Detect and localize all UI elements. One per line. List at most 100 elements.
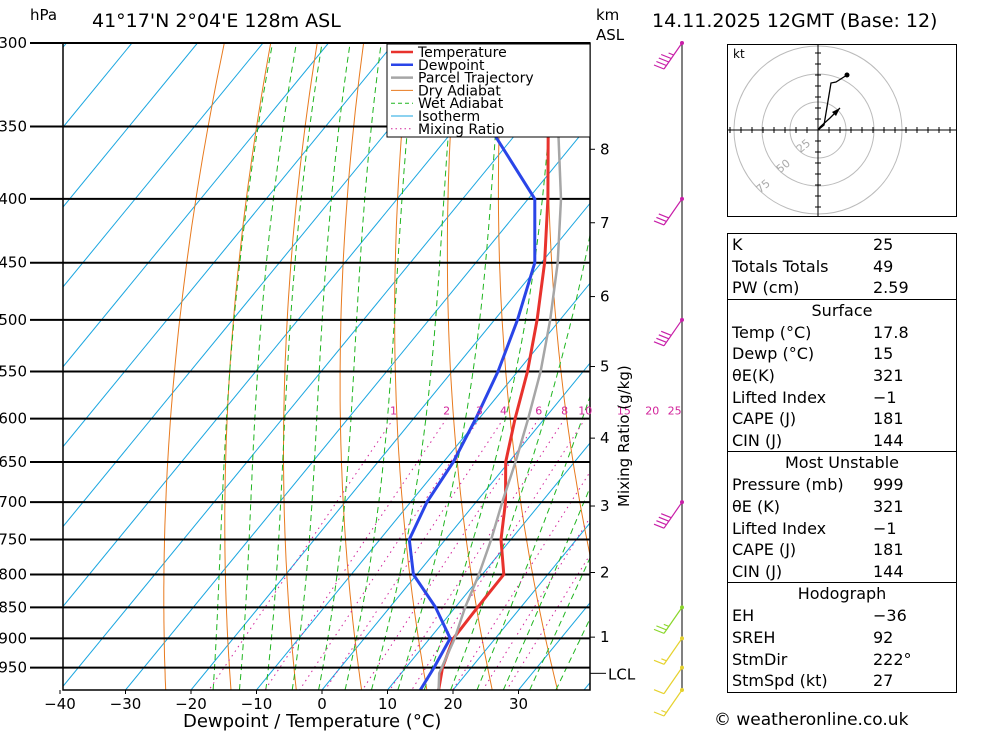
- dry-adiabat-line: [163, 43, 225, 690]
- wet-adiabat-line: [265, 43, 323, 690]
- mu-row-theta-e: θE (K) 321: [728, 496, 956, 518]
- wind-barb-staff: [663, 198, 683, 226]
- index-label: Temp (°C): [732, 322, 812, 342]
- surface-row-cape: CAPE (J) 181: [728, 408, 956, 430]
- wet-adiabat-line: [344, 43, 417, 690]
- mixing-ratio-line: [264, 418, 448, 690]
- indices-panel: K 25 Totals Totals 49 PW (cm) 2.59 Surface …: [727, 233, 957, 693]
- axis-labels: 3003504004505005506006507007508008509009…: [0, 34, 528, 713]
- height-tick-label: 4: [600, 429, 610, 447]
- wet-adiabat-line: [450, 232, 590, 690]
- surface-row-temp: Temp (°C) 17.8: [728, 322, 956, 344]
- index-value: 999: [873, 475, 904, 495]
- dry-adiabat-line: [967, 43, 1000, 690]
- index-value: 144: [873, 561, 904, 581]
- profile-lines: [407, 43, 563, 690]
- index-row-tt: Totals Totals 49: [728, 256, 956, 278]
- wet-adiabat-line: [529, 556, 590, 690]
- mixing-ratio-axis-title: Mixing Ratio (g/kg): [615, 365, 633, 507]
- legend-entry: Isotherm: [418, 109, 480, 125]
- wind-barb-flag: [660, 330, 672, 336]
- height-tick-label: 2: [600, 563, 610, 581]
- height-unit-asl: ASL: [596, 26, 625, 44]
- pressure-tick-label: 900: [0, 629, 27, 647]
- hodograph-unit: kt: [733, 47, 745, 61]
- wet-adiabat-line: [555, 617, 590, 690]
- wind-barb-flag: [658, 213, 670, 219]
- surface-section: Surface Temp (°C) 17.8 Dewp (°C) 15 θE(K) 3…: [728, 298, 956, 452]
- hodo-row-sreh: SREH 92: [728, 627, 956, 649]
- index-label: θE (K): [732, 496, 780, 516]
- wet-adiabat-line: [476, 395, 590, 690]
- wind-barb-half-flag: [668, 52, 674, 56]
- hodograph-table-section: Hodograph EH −36 SREH 92 StmDir 222° StmSpd…: [728, 582, 956, 691]
- pressure-tick-label: 850: [0, 598, 27, 616]
- index-value: 181: [873, 409, 904, 429]
- dry-adiabat-line: [394, 43, 428, 690]
- wind-barb-half-flag: [663, 623, 670, 627]
- index-value: 144: [873, 430, 904, 450]
- legend-entry: Mixing Ratio: [418, 122, 504, 138]
- most-unstable-section: Most Unstable Pressure (mb) 999 θE (K) 321…: [728, 451, 956, 582]
- mixing-ratio-label: 25: [668, 405, 682, 418]
- mixing-ratio-label: 15: [617, 405, 631, 418]
- index-label: PW (cm): [732, 278, 800, 298]
- pressure-unit: hPa: [30, 6, 57, 24]
- index-label: CIN (J): [732, 561, 783, 581]
- temperature-line: [437, 43, 553, 690]
- wind-barb-flag: [658, 516, 670, 522]
- wind-barb-flag: [658, 57, 670, 63]
- pressure-tick-label: 700: [0, 493, 27, 511]
- pressure-tick-label: 550: [0, 362, 27, 380]
- wet-adiabat-line: [212, 43, 274, 690]
- index-value: 2.59: [873, 278, 909, 298]
- index-label: StmDir: [732, 649, 788, 669]
- pressure-tick-label: 500: [0, 311, 27, 329]
- mixing-ratio-line: [452, 471, 590, 690]
- height-unit-km: km: [596, 6, 619, 24]
- hodo-row-stmdir: StmDir 222°: [728, 649, 956, 671]
- dry-adiabat-line: [497, 43, 558, 690]
- mixing-ratio-label: 2: [443, 405, 450, 418]
- x-tick-label: 10: [378, 695, 397, 713]
- pressure-tick-label: 750: [0, 531, 27, 549]
- height-axis: 8 7 6 5 4 3 2 1 LCL: [590, 140, 636, 683]
- dry-adiabat-line: [547, 43, 590, 558]
- hodograph-panel: 25 50 75 kt: [727, 41, 957, 263]
- copyright-link[interactable]: © weatheronline.co.uk: [714, 710, 909, 730]
- mixing-ratio-label: 4: [500, 405, 507, 418]
- index-value: −1: [873, 518, 897, 538]
- indices-section: K 25 Totals Totals 49 PW (cm) 2.59: [728, 234, 956, 299]
- wet-adiabat-line: [502, 486, 590, 690]
- mixing-ratio-line: [506, 553, 590, 690]
- pressure-tick-label: 950: [0, 659, 27, 677]
- index-row-pw: PW (cm) 2.59: [728, 277, 956, 299]
- dry-adiabat-line: [446, 43, 493, 690]
- wet-adiabat-line: [238, 43, 297, 690]
- hodo-row-eh: EH −36: [728, 605, 956, 627]
- index-value: 181: [873, 540, 904, 560]
- mu-row-cin: CIN (J) 144: [728, 561, 956, 583]
- height-tick-label: 6: [600, 288, 610, 306]
- wet-adiabat-line: [423, 43, 557, 690]
- index-label: Dewp (°C): [732, 344, 815, 364]
- index-value: 321: [873, 365, 904, 385]
- mixing-ratio-line: [389, 418, 566, 690]
- mu-row-li: Lifted Index −1: [728, 518, 956, 540]
- hodograph-ring-label: 50: [774, 157, 793, 176]
- index-value: −36: [873, 606, 907, 626]
- index-value: 17.8: [873, 322, 909, 342]
- most-unstable-title: Most Unstable: [785, 453, 899, 473]
- wind-barb-flag: [656, 60, 667, 67]
- hodograph-table-title: Hodograph: [797, 584, 887, 604]
- wind-barb-flag: [653, 689, 665, 695]
- wind-barb-half-flag: [661, 709, 667, 714]
- index-value: −1: [873, 387, 897, 407]
- mixing-ratio-line: [411, 418, 586, 690]
- hodograph-ring-label: 25: [794, 137, 813, 156]
- legend-box: [386, 43, 591, 138]
- index-label: Pressure (mb): [732, 475, 844, 495]
- wind-profile-column: [653, 41, 684, 717]
- pressure-tick-label: 350: [0, 118, 27, 136]
